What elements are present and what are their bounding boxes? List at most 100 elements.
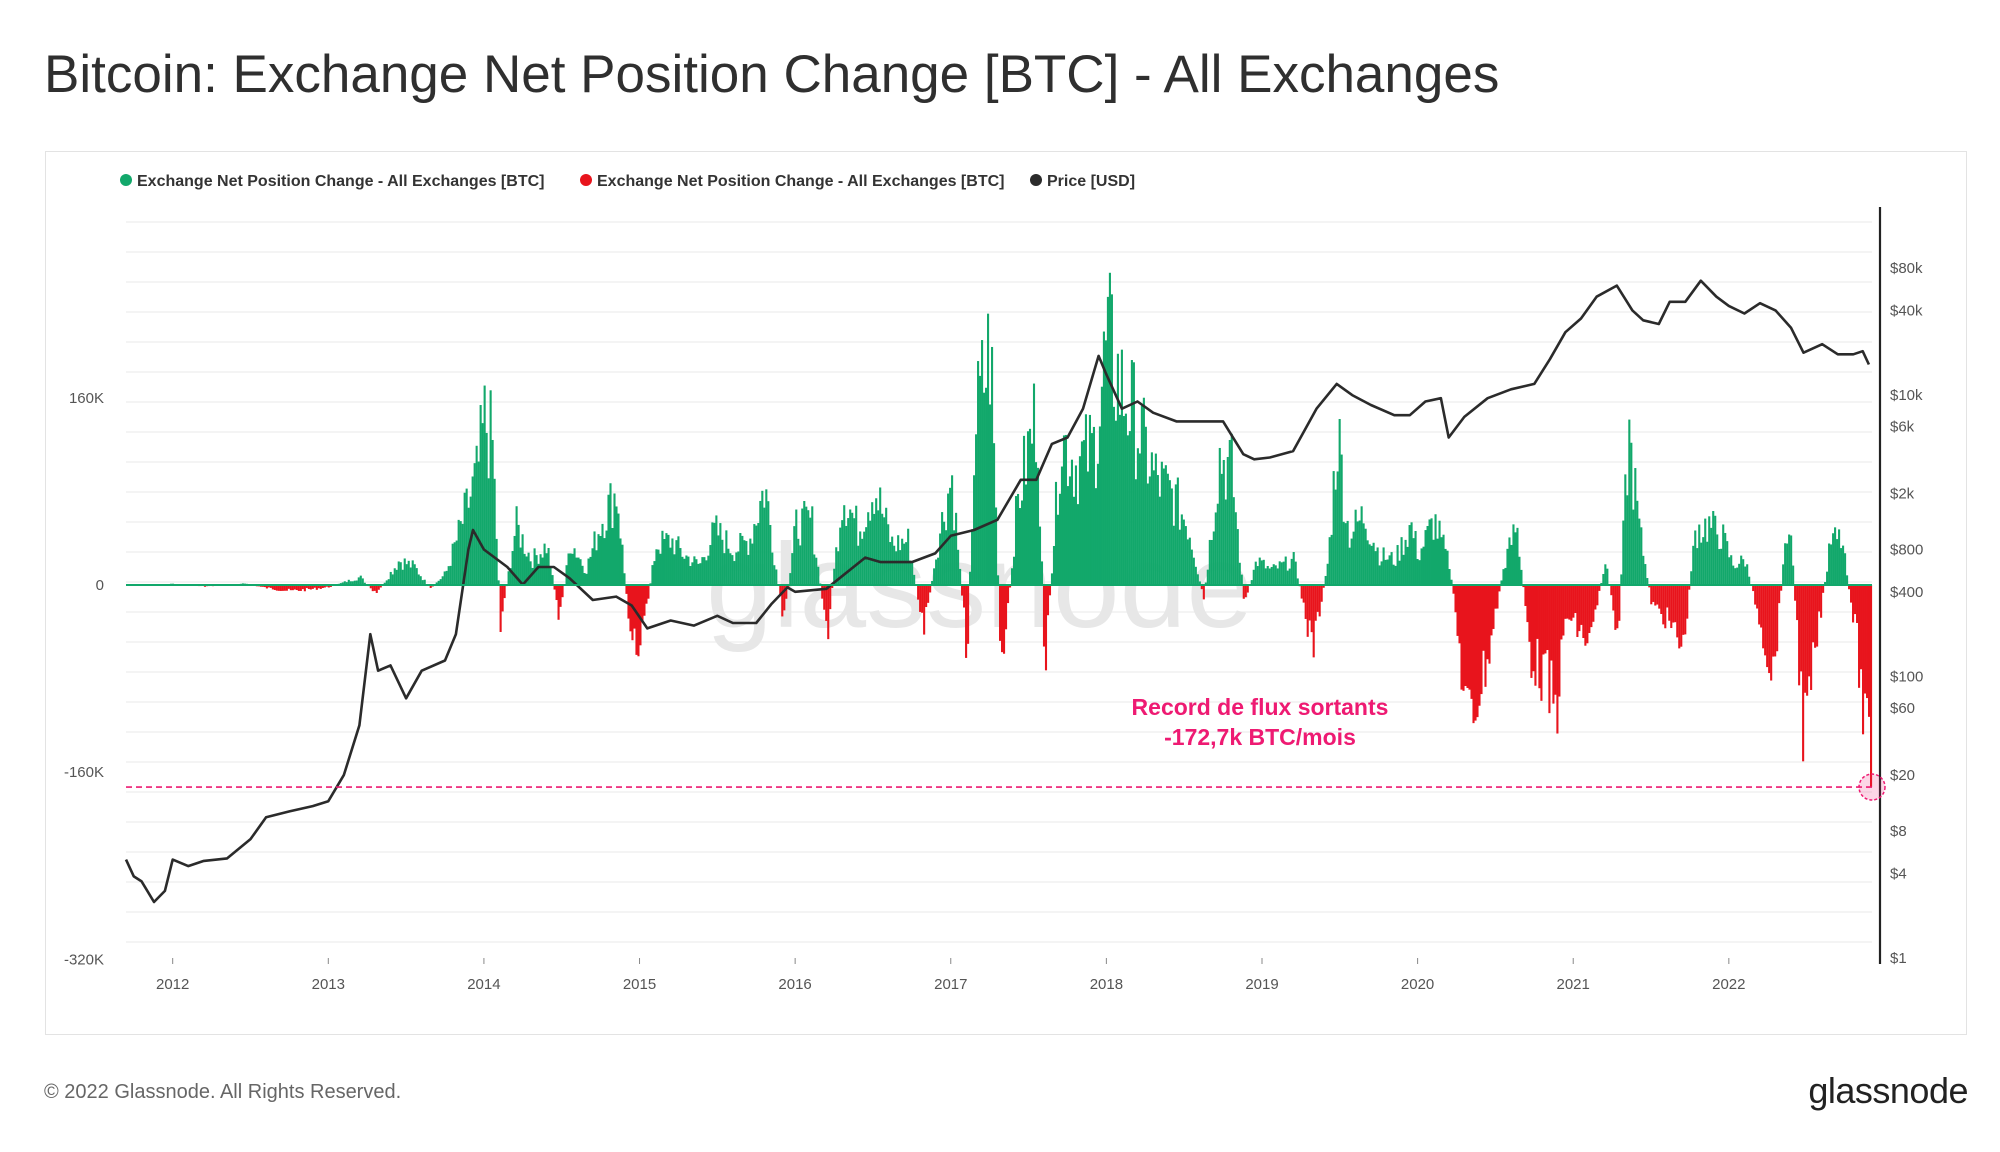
net-position-bar xyxy=(927,585,930,603)
net-position-bar xyxy=(1738,563,1741,585)
net-position-bar xyxy=(1472,585,1475,724)
net-position-bar xyxy=(1342,521,1345,585)
net-position-bar xyxy=(1520,569,1523,585)
net-position-bar xyxy=(1532,585,1535,672)
net-position-bar xyxy=(1548,585,1551,714)
net-position-bar xyxy=(841,520,844,585)
y-right-tick-label: $2k xyxy=(1890,486,1915,503)
net-position-bar xyxy=(1106,296,1109,585)
net-position-bar xyxy=(1066,486,1070,585)
net-position-bar xyxy=(1172,525,1175,585)
net-position-bar xyxy=(1130,360,1133,585)
net-position-bar xyxy=(361,578,364,585)
net-position-bar xyxy=(1282,561,1285,585)
net-position-bar xyxy=(953,530,956,585)
net-position-bar xyxy=(661,530,664,585)
net-position-bar xyxy=(1276,568,1279,585)
net-position-bar xyxy=(1206,569,1209,585)
net-position-bar xyxy=(1164,465,1167,585)
glassnode-logo[interactable]: glassnode xyxy=(1808,1070,1968,1111)
net-position-bar xyxy=(311,585,314,589)
net-position-bar xyxy=(1340,454,1343,585)
net-position-bar xyxy=(1242,585,1245,599)
net-position-bar xyxy=(1758,585,1761,625)
net-position-bar xyxy=(997,575,1000,585)
net-position-bar xyxy=(457,519,460,585)
net-position-bar xyxy=(1678,585,1681,649)
net-position-bar xyxy=(715,515,718,585)
net-position-bar xyxy=(1028,428,1032,585)
net-position-bar xyxy=(1430,518,1433,585)
net-position-bar xyxy=(977,361,980,585)
net-position-bar xyxy=(1554,585,1557,695)
net-position-bar xyxy=(487,478,490,585)
net-position-bar xyxy=(395,569,398,585)
net-position-bar xyxy=(669,547,672,585)
net-position-bar xyxy=(1204,582,1207,585)
net-position-bar xyxy=(1408,525,1411,585)
net-position-bar xyxy=(887,524,890,585)
net-position-bar xyxy=(1870,585,1873,788)
net-position-bar xyxy=(651,565,654,585)
net-position-bar xyxy=(1642,555,1645,585)
net-position-bar xyxy=(1284,556,1287,585)
left-axis-ticks: 160K 0 -160K -320K xyxy=(64,390,104,969)
net-position-bar xyxy=(1550,585,1553,661)
net-position-bar xyxy=(1708,516,1711,585)
x-tick-label: 2021 xyxy=(1557,976,1590,993)
net-position-bar xyxy=(1212,531,1215,585)
right-axis-ticks: $80k $40k $10k $6k $2k $800 $400 $100 $60 $20 $8 $4… xyxy=(1890,260,1923,967)
net-position-bar xyxy=(1052,546,1056,585)
net-position-bar xyxy=(1496,585,1499,609)
net-position-bar xyxy=(647,585,650,599)
net-position-bar xyxy=(263,585,266,588)
net-position-bar xyxy=(293,585,296,590)
net-position-bar xyxy=(1120,349,1123,585)
net-position-bar xyxy=(435,582,438,585)
net-position-bar xyxy=(1256,566,1259,585)
net-position-bar xyxy=(519,547,522,585)
net-position-bar xyxy=(1464,585,1467,687)
net-position-bar xyxy=(1692,545,1695,585)
net-position-bar xyxy=(1076,504,1080,585)
net-position-bar xyxy=(1410,522,1413,585)
net-position-bar xyxy=(963,585,966,608)
net-position-bar xyxy=(465,488,468,585)
net-position-bar xyxy=(529,561,532,585)
net-position-bar xyxy=(1760,585,1763,628)
net-position-bar xyxy=(1134,479,1137,585)
net-position-bar xyxy=(1652,585,1655,602)
net-position-bar xyxy=(481,423,484,585)
net-position-bar xyxy=(705,560,708,585)
net-position-bar xyxy=(681,556,684,585)
net-position-bar xyxy=(1834,527,1837,585)
net-position-bar xyxy=(1626,495,1629,585)
net-position-bar xyxy=(1704,518,1707,585)
net-position-bar xyxy=(1498,585,1501,592)
net-position-bar xyxy=(1586,585,1589,644)
net-position-bar xyxy=(773,565,776,585)
net-position-bar xyxy=(1582,585,1585,639)
annotation-line-2: -172,7k BTC/mois xyxy=(1164,724,1356,750)
net-position-bar xyxy=(323,585,326,588)
net-position-bar xyxy=(491,439,494,585)
net-position-bar xyxy=(733,561,736,585)
net-position-bar xyxy=(527,552,530,585)
net-position-bar xyxy=(421,580,424,585)
net-position-bar xyxy=(1434,514,1437,585)
net-position-bar xyxy=(755,525,758,585)
net-position-bar xyxy=(839,527,842,585)
net-position-bar xyxy=(767,501,770,585)
net-position-bar xyxy=(1504,567,1507,585)
net-position-bar xyxy=(1160,461,1163,585)
net-position-bar xyxy=(785,585,788,599)
net-position-bar xyxy=(511,551,514,585)
net-position-bar xyxy=(1378,565,1381,585)
record-outflow-marker[interactable] xyxy=(1858,773,1886,801)
net-position-bar xyxy=(1148,476,1151,585)
net-position-bar xyxy=(857,545,860,585)
net-position-bar xyxy=(1742,559,1745,585)
net-position-bar xyxy=(1630,442,1633,585)
net-position-bar xyxy=(763,507,766,585)
net-position-bar xyxy=(853,518,856,585)
